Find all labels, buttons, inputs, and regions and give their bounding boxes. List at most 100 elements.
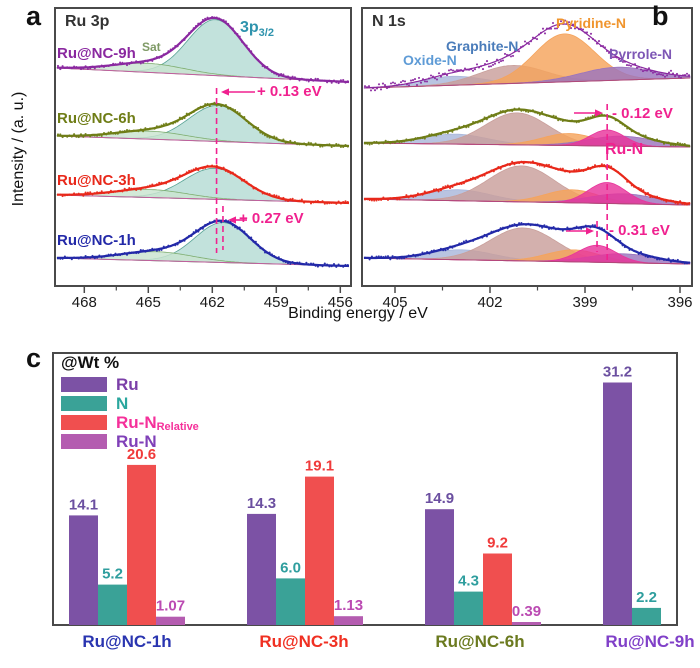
raw-data-point <box>455 182 459 185</box>
raw-data-point <box>366 256 369 260</box>
raw-data-point <box>612 167 615 170</box>
legend-label: Ru-N <box>116 431 157 451</box>
raw-data-point <box>662 142 666 145</box>
raw-data-point <box>481 120 484 123</box>
raw-data-point <box>93 192 96 195</box>
raw-data-point <box>183 239 186 242</box>
raw-data-point <box>627 64 631 67</box>
raw-data-point <box>403 257 406 260</box>
raw-data-point <box>319 145 322 148</box>
raw-data-point <box>561 229 564 232</box>
panel-c-box <box>52 352 678 626</box>
raw-data-point <box>381 82 385 85</box>
raw-data-point <box>419 137 422 140</box>
peak-assignment-sub: 3/2 <box>258 27 274 40</box>
raw-data-point <box>446 131 449 134</box>
raw-data-point <box>612 116 615 119</box>
raw-data-point <box>201 227 204 230</box>
raw-data-point <box>412 253 415 256</box>
raw-data-point <box>626 127 629 130</box>
raw-data-point <box>393 141 396 144</box>
raw-data-point <box>570 119 574 122</box>
raw-data-point <box>545 27 549 30</box>
raw-data-point <box>332 262 336 266</box>
raw-data-point <box>309 77 313 81</box>
raw-data-point <box>300 77 303 80</box>
bar-value-label: 2.2 <box>636 589 657 606</box>
raw-data-point <box>199 105 202 108</box>
raw-data-point <box>414 195 417 198</box>
raw-data-point <box>589 226 592 229</box>
raw-data-point <box>116 132 119 135</box>
raw-data-point <box>66 135 69 138</box>
raw-data-point <box>259 131 262 134</box>
raw-data-point <box>460 182 463 186</box>
raw-data-point <box>75 193 78 196</box>
raw-data-point <box>245 233 248 236</box>
raw-data-point <box>377 83 381 86</box>
raw-data-point <box>162 53 165 56</box>
raw-data-point <box>561 167 564 170</box>
raw-data-point <box>119 130 122 133</box>
raw-data-point <box>449 245 452 248</box>
raw-data-point <box>508 109 511 112</box>
raw-data-point <box>130 130 133 133</box>
raw-data-point <box>236 175 239 178</box>
raw-data-point <box>263 134 267 137</box>
raw-data-point <box>330 145 333 149</box>
raw-data-point <box>688 261 691 264</box>
raw-data-point <box>607 51 611 54</box>
raw-data-point <box>319 201 322 204</box>
raw-data-point <box>407 84 411 87</box>
raw-data-point <box>511 160 514 163</box>
raw-data-point <box>332 79 336 82</box>
raw-data-point <box>261 192 264 195</box>
raw-data-point <box>289 78 292 81</box>
raw-data-point <box>630 130 633 133</box>
raw-data-point <box>609 48 613 51</box>
raw-data-point <box>323 262 326 265</box>
raw-data-point <box>105 254 108 257</box>
shift-annotation-b-1h: - 0.31 eV <box>609 222 670 239</box>
bar-value-label: 0.39 <box>512 603 541 620</box>
raw-data-point <box>485 60 489 63</box>
raw-data-point <box>412 195 415 198</box>
raw-data-point <box>628 127 631 130</box>
raw-data-point <box>286 141 290 144</box>
raw-data-point <box>56 193 60 196</box>
raw-data-point <box>148 59 152 62</box>
raw-data-point <box>505 53 509 56</box>
raw-data-point <box>688 145 691 148</box>
x-tick-label: 465 <box>136 294 161 311</box>
raw-data-point <box>639 68 643 71</box>
raw-data-point <box>82 67 85 70</box>
raw-data-point <box>453 128 456 131</box>
raw-data-point <box>432 249 436 252</box>
raw-data-point <box>591 115 594 118</box>
raw-data-point <box>368 143 371 146</box>
component-label-oxide-n: Oxide-N <box>403 52 457 68</box>
raw-data-point <box>639 251 643 254</box>
raw-data-point <box>91 134 94 137</box>
raw-data-point <box>201 18 204 21</box>
raw-data-point <box>474 121 477 124</box>
spectrum-label-Ru@NC-1h: Ru@NC-1h <box>57 232 136 249</box>
raw-data-point <box>254 240 257 243</box>
raw-data-point <box>421 78 425 81</box>
raw-data-point <box>346 201 349 204</box>
raw-data-point <box>644 193 647 196</box>
bar-value-label: 14.3 <box>247 495 276 512</box>
raw-data-point <box>100 134 103 137</box>
raw-data-point <box>167 123 170 126</box>
raw-data-point <box>669 69 673 72</box>
raw-data-point <box>162 182 165 185</box>
raw-data-point <box>400 257 403 260</box>
raw-data-point <box>346 263 349 267</box>
raw-data-point <box>676 258 679 261</box>
raw-data-point <box>109 253 112 256</box>
raw-data-point <box>107 64 110 68</box>
raw-data-point <box>659 73 663 76</box>
raw-data-point <box>112 62 115 65</box>
raw-data-point <box>453 70 457 73</box>
raw-data-point <box>139 188 142 191</box>
